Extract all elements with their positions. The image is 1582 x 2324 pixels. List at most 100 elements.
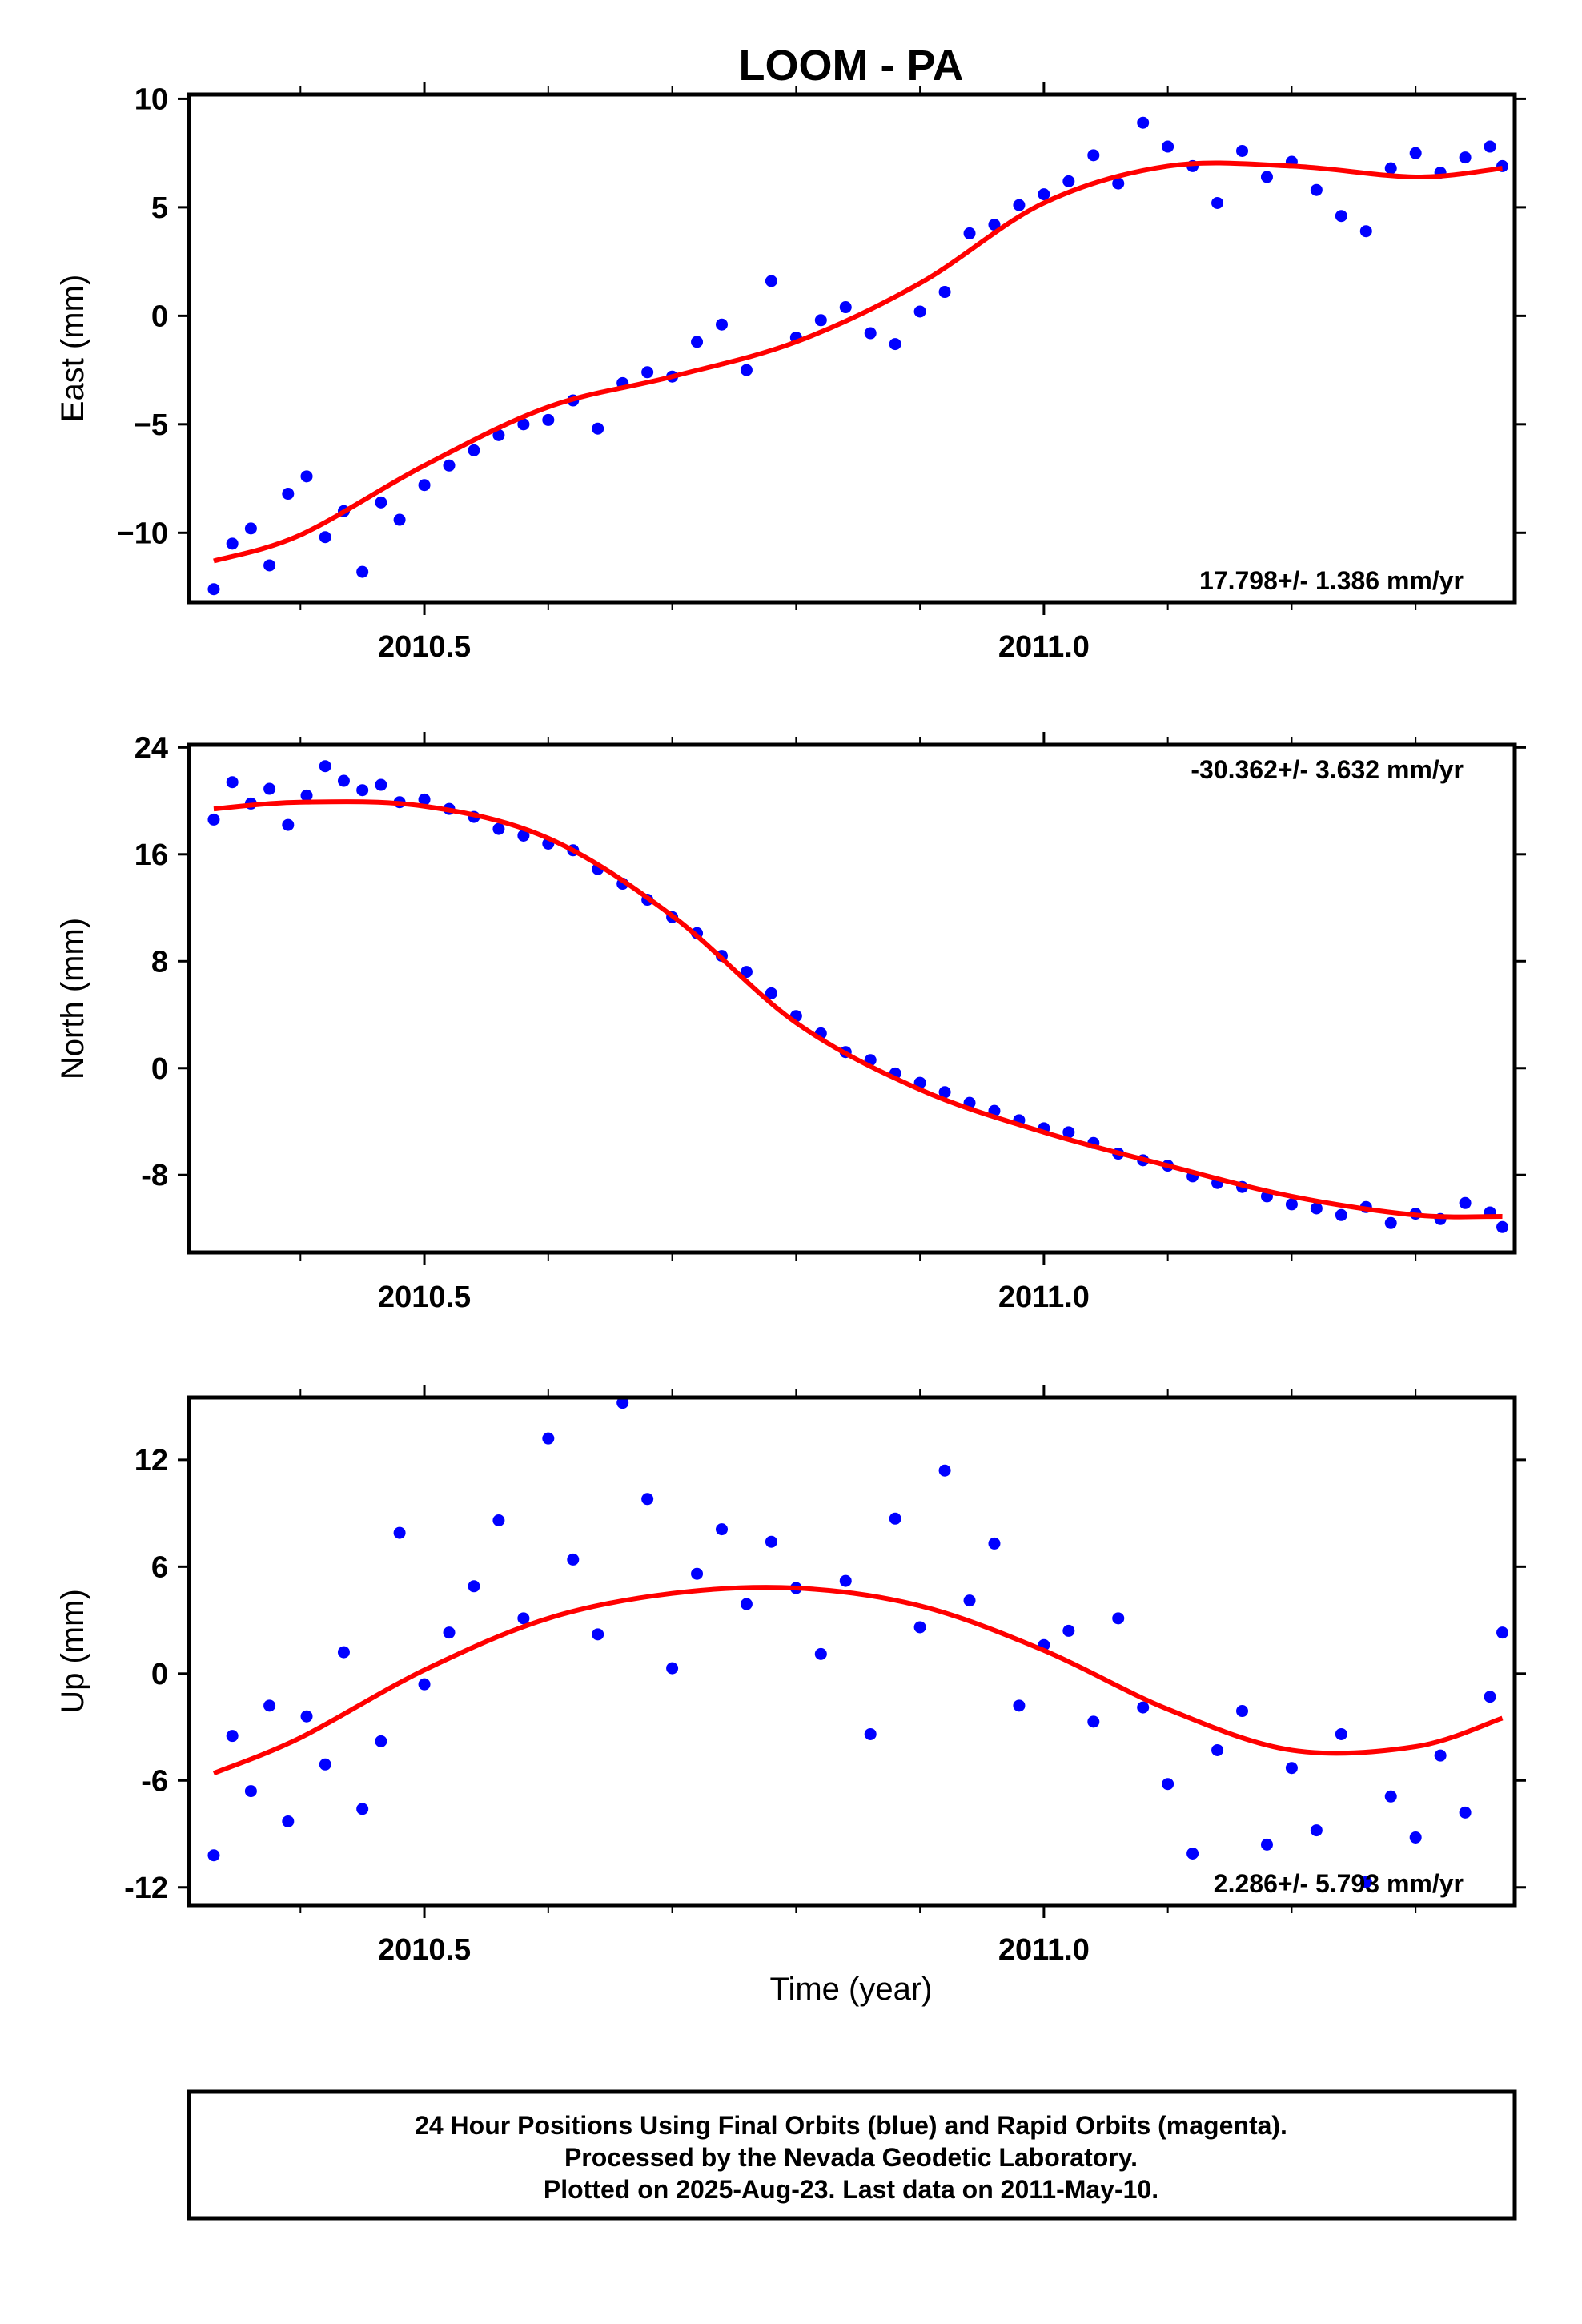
- data-point: [938, 1086, 951, 1099]
- data-point: [282, 1815, 295, 1827]
- data-point: [226, 1730, 239, 1743]
- data-point: [1409, 1831, 1422, 1844]
- y-tick-label: 12: [135, 1444, 168, 1478]
- rate-label: 2.286+/- 5.793 mm/yr: [1214, 1869, 1464, 1898]
- fit-curve: [212, 1585, 1504, 1776]
- data-point: [337, 774, 350, 787]
- y-tick-label: 10: [135, 82, 168, 116]
- data-point: [938, 286, 951, 299]
- data-point: [641, 366, 654, 379]
- data-point: [337, 1646, 350, 1659]
- data-point: [963, 1594, 976, 1607]
- fit-curve: [213, 160, 1503, 564]
- x-tick-label: 2010.5: [378, 1281, 471, 1314]
- data-point: [1409, 147, 1422, 159]
- data-point: [542, 413, 555, 426]
- data-point: [492, 822, 505, 835]
- data-point: [1112, 177, 1125, 190]
- x-tick-label: 2010.5: [378, 1933, 471, 1967]
- data-point: [740, 364, 753, 376]
- data-point: [1211, 196, 1224, 209]
- data-point: [468, 1580, 480, 1593]
- data-point: [226, 776, 239, 789]
- data-point: [1260, 171, 1273, 183]
- data-point: [1038, 188, 1050, 201]
- data-point: [839, 301, 852, 314]
- y-tick-label: -8: [141, 1159, 168, 1192]
- data-point: [1310, 183, 1323, 196]
- data-point: [1434, 1749, 1447, 1762]
- data-point: [1496, 1220, 1509, 1233]
- data-point: [666, 1662, 679, 1675]
- plot-area: [207, 1397, 1509, 1888]
- y-tick-label: −5: [134, 408, 168, 442]
- data-point: [375, 496, 387, 509]
- y-axis-label: East (mm): [55, 275, 90, 422]
- data-point: [300, 789, 313, 802]
- data-point: [913, 1621, 926, 1634]
- y-tick-label: 0: [151, 1658, 168, 1691]
- y-tick-label: 0: [151, 1052, 168, 1086]
- chart-title: LOOM - PA: [739, 42, 964, 90]
- data-point: [839, 1574, 852, 1587]
- data-point: [1137, 116, 1150, 129]
- panel-3: 12 6 0 -6 -12 2010.5 2011.0 Up (mm) 2.286+/- 5.7…: [55, 1385, 1526, 1967]
- data-point: [282, 818, 295, 831]
- data-point: [517, 829, 530, 842]
- data-point: [963, 227, 976, 239]
- data-point: [282, 488, 295, 501]
- data-point: [1062, 1624, 1075, 1637]
- data-point: [592, 1628, 604, 1641]
- data-point: [1236, 1705, 1249, 1718]
- data-point: [1285, 1198, 1298, 1211]
- data-point: [443, 1626, 456, 1639]
- data-point: [1013, 1699, 1026, 1712]
- data-point: [765, 1535, 777, 1548]
- footer-line-1: 24 Hour Positions Using Final Orbits (bl…: [415, 2111, 1287, 2140]
- data-point: [814, 1647, 827, 1660]
- data-point: [443, 459, 456, 472]
- y-axis-label: North (mm): [55, 918, 90, 1080]
- data-point: [1384, 1216, 1397, 1229]
- data-point: [765, 275, 777, 287]
- data-point: [1459, 1196, 1472, 1209]
- y-axis-label: Up (mm): [55, 1589, 90, 1714]
- data-point: [1162, 140, 1174, 153]
- data-point: [592, 422, 604, 435]
- data-point: [356, 565, 369, 578]
- x-tick-label: 2011.0: [998, 1933, 1090, 1967]
- x-tick-label: 2010.5: [378, 630, 471, 664]
- data-point: [765, 987, 777, 999]
- data-point: [542, 1432, 555, 1445]
- data-point: [1087, 1715, 1100, 1728]
- data-point: [1496, 1626, 1509, 1639]
- data-point: [300, 470, 313, 483]
- data-point: [864, 327, 877, 340]
- panel-frame: [187, 92, 1517, 605]
- data-point: [1285, 1762, 1298, 1775]
- data-point: [1087, 149, 1100, 162]
- data-point: [263, 559, 276, 572]
- data-point: [207, 583, 220, 596]
- data-point: [988, 219, 1001, 231]
- data-point: [938, 1464, 951, 1477]
- y-tick-label: 6: [151, 1550, 168, 1584]
- data-point: [864, 1727, 877, 1740]
- data-point: [1484, 140, 1496, 153]
- data-point: [616, 1397, 629, 1409]
- data-point: [375, 1735, 387, 1747]
- data-point: [1236, 144, 1249, 157]
- data-point: [1459, 151, 1472, 164]
- footer-line-3: Plotted on 2025-Aug-23. Last data on 201…: [544, 2175, 1158, 2204]
- data-point: [814, 314, 827, 327]
- data-point: [393, 513, 406, 526]
- data-point: [1459, 1806, 1472, 1819]
- data-point: [913, 305, 926, 318]
- data-point: [244, 522, 257, 535]
- data-point: [1335, 210, 1347, 223]
- data-point: [1211, 1743, 1224, 1756]
- data-point: [517, 1612, 530, 1625]
- data-point: [468, 444, 480, 456]
- y-tick-label: −10: [117, 517, 168, 550]
- rate-label: -30.362+/- 3.632 mm/yr: [1191, 755, 1464, 784]
